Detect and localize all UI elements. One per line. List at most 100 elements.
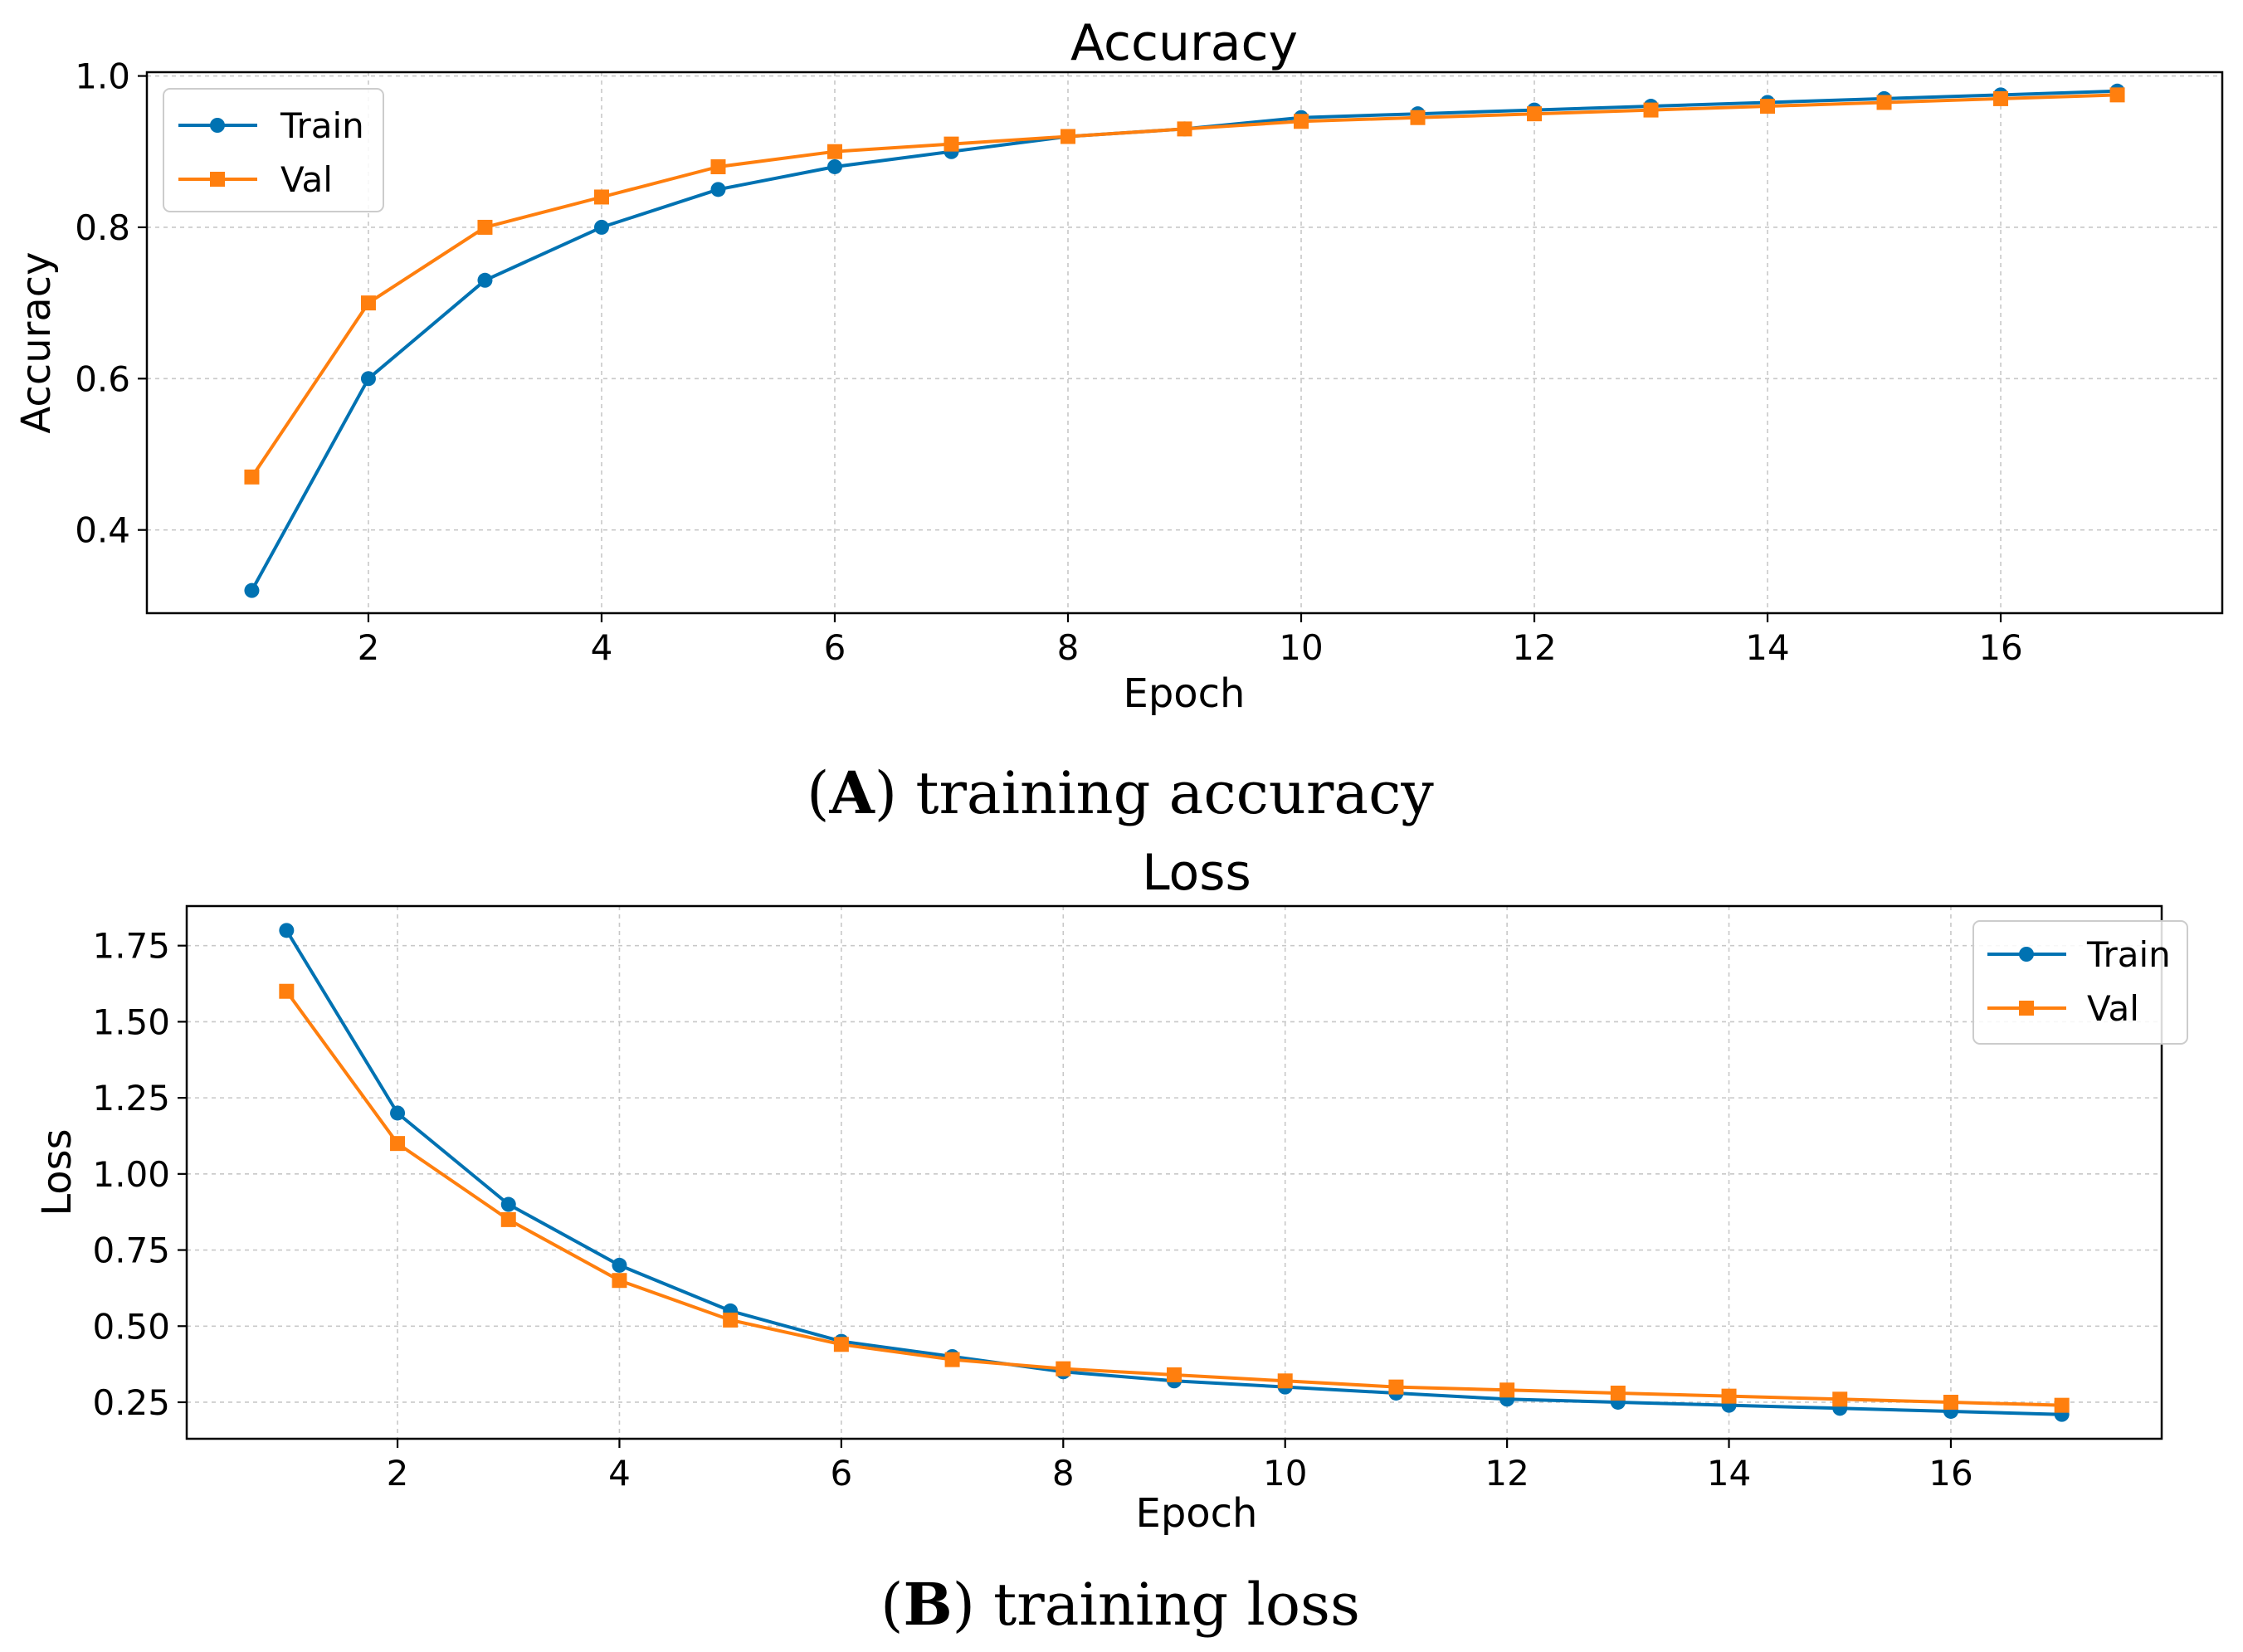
- accuracy-title: Accuracy: [1070, 14, 1298, 72]
- accuracy-x-tick-label: 2: [358, 627, 380, 668]
- accuracy-train-point: [826, 158, 842, 174]
- accuracy-legend: Train Val: [163, 88, 384, 212]
- accuracy-grid: [147, 72, 2222, 613]
- accuracy-series-layer: [244, 83, 2125, 598]
- accuracy-train-point: [593, 219, 609, 235]
- loss-x-tick-label: 12: [1485, 1453, 1529, 1494]
- accuracy-y-tick-label: 0.4: [75, 510, 130, 551]
- accuracy-val-point: [1993, 90, 2009, 106]
- accuracy-y-axis-label: Accuracy: [13, 251, 60, 433]
- accuracy-y-tick-label: 0.6: [75, 358, 130, 399]
- loss-panel: 2 4 6 8 10 12 14 16 0.25 0.50 0.75 1.00 1.25 1.50 1.75…: [34, 844, 2188, 1639]
- loss-x-tick-label: 16: [1928, 1453, 1972, 1494]
- accuracy-caption-text: ) training accuracy: [875, 759, 1435, 827]
- accuracy-val-point: [1410, 110, 1426, 125]
- loss-legend-val-marker: [2019, 1001, 2034, 1016]
- loss-train-point: [500, 1196, 516, 1212]
- loss-caption-text: ) training loss: [953, 1571, 1360, 1639]
- accuracy-train-point: [244, 582, 260, 598]
- accuracy-panel: 2 4 6 8 10 12 14 160.40.60.81.0 Accuracy Epoch …: [13, 14, 2224, 827]
- loss-caption-open: (: [880, 1571, 903, 1639]
- accuracy-x-tick-label: 10: [1279, 627, 1323, 668]
- loss-train-point: [390, 1105, 406, 1121]
- loss-x-tick-label: 6: [831, 1453, 853, 1494]
- loss-x-axis-label: Epoch: [1136, 1490, 1258, 1537]
- accuracy-val-point: [1177, 121, 1192, 137]
- loss-val-point: [1610, 1385, 1626, 1401]
- loss-val-point: [1943, 1394, 1958, 1410]
- accuracy-val-point: [1294, 114, 1309, 129]
- accuracy-train-point: [360, 371, 376, 387]
- loss-x-tick-label: 14: [1707, 1453, 1751, 1494]
- accuracy-x-axis-label: Epoch: [1124, 670, 1246, 717]
- accuracy-val-point: [2109, 87, 2125, 103]
- accuracy-legend-train-marker: [210, 118, 225, 133]
- accuracy-val-point: [1876, 95, 1892, 110]
- accuracy-val-point: [477, 219, 493, 235]
- accuracy-caption-letter: A: [828, 758, 875, 827]
- loss-x-tick-label: 10: [1263, 1453, 1307, 1494]
- loss-legend-val-label: Val: [2087, 988, 2139, 1029]
- loss-val-point: [612, 1273, 627, 1289]
- loss-series-layer: [279, 923, 2070, 1422]
- accuracy-plot-frame: [145, 71, 2224, 615]
- loss-y-tick-label: 1.50: [92, 1001, 170, 1042]
- accuracy-x-tick-label: 6: [824, 627, 846, 668]
- accuracy-x-tick-label: 8: [1057, 627, 1080, 668]
- loss-val-point: [1721, 1388, 1737, 1404]
- loss-x-tick-label: 8: [1052, 1453, 1075, 1494]
- accuracy-val-point: [710, 158, 726, 174]
- loss-caption: (B) training loss: [880, 1570, 1360, 1639]
- loss-val-point: [1832, 1391, 1848, 1407]
- loss-axis-ticks: 2 4 6 8 10 12 14 16 0.25 0.50 0.75 1.00 1.25 1.50 1.75: [92, 926, 1972, 1494]
- loss-val-point: [279, 983, 295, 999]
- loss-y-tick-label: 1.25: [92, 1078, 170, 1118]
- accuracy-legend-train-label: Train: [280, 105, 364, 146]
- loss-train-point: [279, 923, 295, 938]
- accuracy-y-tick-label: 0.8: [75, 207, 130, 248]
- loss-val-point: [833, 1337, 849, 1352]
- accuracy-val-point: [826, 144, 842, 159]
- loss-caption-letter: B: [903, 1570, 952, 1639]
- accuracy-train-line: [250, 89, 2118, 592]
- loss-y-axis-label: Loss: [34, 1128, 80, 1216]
- accuracy-val-point: [1060, 129, 1075, 144]
- loss-y-tick-label: 0.25: [92, 1382, 170, 1423]
- loss-val-point: [723, 1312, 739, 1328]
- loss-x-tick-label: 2: [387, 1453, 409, 1494]
- loss-val-point: [1056, 1361, 1071, 1377]
- loss-y-tick-label: 1.75: [92, 926, 170, 967]
- loss-y-tick-label: 0.50: [92, 1306, 170, 1347]
- loss-title: Loss: [1142, 844, 1251, 902]
- accuracy-y-tick-label: 1.0: [75, 56, 130, 97]
- accuracy-x-tick-label: 12: [1512, 627, 1556, 668]
- accuracy-legend-val-marker: [210, 172, 225, 187]
- accuracy-val-point: [1760, 99, 1776, 115]
- loss-y-tick-label: 1.00: [92, 1154, 170, 1195]
- accuracy-x-tick-label: 14: [1745, 627, 1789, 668]
- accuracy-caption: (A) training accuracy: [807, 758, 1434, 827]
- accuracy-val-point: [1527, 106, 1543, 122]
- loss-train-point: [612, 1257, 627, 1273]
- loss-legend-train-label: Train: [2086, 934, 2171, 975]
- accuracy-val-point: [593, 189, 609, 205]
- loss-val-line: [285, 990, 2062, 1407]
- loss-val-point: [500, 1211, 516, 1227]
- accuracy-val-point: [360, 295, 376, 311]
- loss-val-point: [390, 1136, 406, 1152]
- accuracy-train-point: [710, 182, 726, 197]
- accuracy-x-tick-label: 16: [1978, 627, 2022, 668]
- loss-val-point: [944, 1352, 960, 1367]
- loss-val-point: [2054, 1397, 2070, 1413]
- loss-val-point: [1499, 1382, 1515, 1398]
- accuracy-val-point: [244, 469, 260, 485]
- loss-legend-train-marker: [2019, 947, 2034, 962]
- loss-legend: Train Val: [1972, 920, 2188, 1045]
- loss-val-point: [1277, 1373, 1293, 1389]
- accuracy-x-tick-label: 4: [591, 627, 613, 668]
- loss-y-tick-label: 0.75: [92, 1230, 170, 1271]
- loss-val-point: [1388, 1379, 1404, 1395]
- loss-val-point: [1167, 1367, 1182, 1382]
- accuracy-caption-open: (: [807, 759, 829, 827]
